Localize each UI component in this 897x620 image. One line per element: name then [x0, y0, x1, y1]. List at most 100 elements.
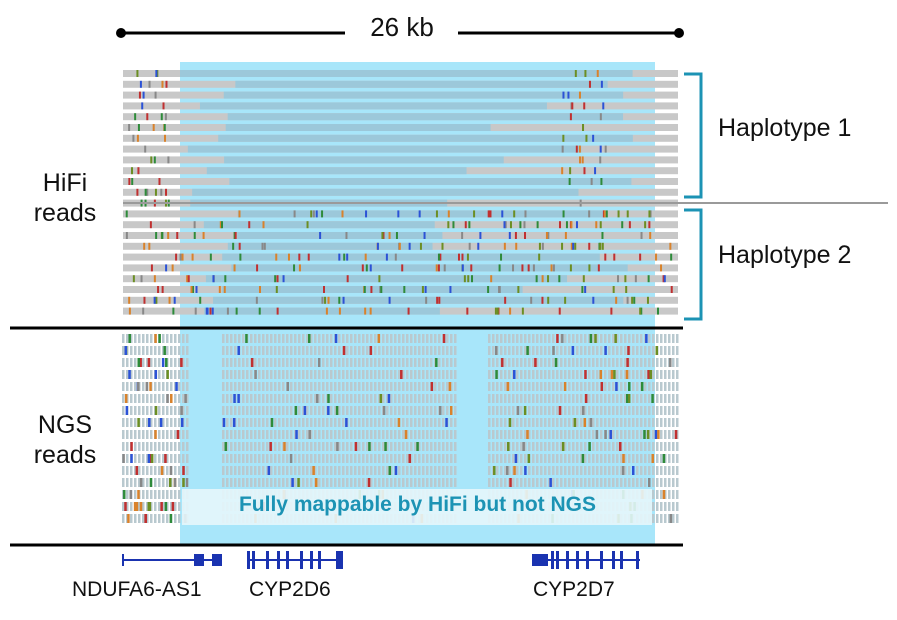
variant-tick — [430, 382, 434, 391]
ngs-read-base — [326, 334, 329, 343]
ngs-read-base — [560, 442, 563, 451]
ngs-read-base — [644, 454, 647, 463]
ngs-read-base — [438, 442, 441, 451]
ngs-read-base — [644, 406, 647, 415]
ngs-read-base — [548, 406, 551, 415]
variant-tick — [622, 454, 625, 463]
variant-tick — [597, 264, 600, 272]
ngs-read-base — [386, 430, 389, 439]
variant-tick — [169, 466, 173, 475]
ngs-read-base — [322, 442, 325, 451]
ngs-read-base — [254, 394, 257, 403]
ngs-read-base — [150, 346, 153, 355]
ngs-read-base — [636, 442, 639, 451]
ngs-read-base — [532, 466, 535, 475]
variant-tick — [408, 454, 412, 463]
variant-tick — [418, 210, 421, 218]
ngs-read-base — [608, 418, 611, 427]
variant-tick — [615, 296, 618, 304]
ngs-read-base — [250, 406, 253, 415]
ngs-read-base — [620, 430, 623, 439]
ngs-read-base — [394, 406, 397, 415]
ngs-read-base — [358, 478, 361, 487]
ngs-read-base — [286, 358, 289, 367]
gene-exon — [612, 551, 615, 569]
haplotype2-label: Haplotype 2 — [718, 241, 852, 269]
ngs-read-base — [154, 514, 157, 523]
variant-tick — [336, 442, 339, 451]
ngs-read-base — [410, 358, 413, 367]
variant-tick — [461, 253, 464, 261]
ngs-read-base — [644, 478, 647, 487]
ngs-read-base — [548, 478, 551, 487]
ngs-read-base — [290, 382, 293, 391]
ngs-read-base — [322, 418, 325, 427]
ngs-read-base — [524, 418, 527, 427]
ngs-read-base — [644, 442, 647, 451]
ngs-read-base — [442, 418, 445, 427]
variant-tick — [600, 382, 604, 391]
ngs-read-base — [222, 370, 225, 379]
variant-tick — [173, 296, 176, 304]
ngs-read-base — [426, 334, 429, 343]
ngs-read-base — [644, 418, 647, 427]
ngs-read-base — [438, 478, 441, 487]
ngs-read-base — [588, 430, 591, 439]
ngs-read-base — [410, 370, 413, 379]
ngs-read-base — [138, 466, 141, 475]
ngs-read-base — [676, 346, 679, 355]
ngs-read-base — [302, 370, 305, 379]
ngs-read-base — [500, 454, 503, 463]
ngs-read-base — [166, 406, 169, 415]
variant-tick — [526, 346, 529, 355]
ngs-read-base — [540, 442, 543, 451]
ngs-read-base — [382, 454, 385, 463]
ngs-read-base — [632, 358, 635, 367]
ngs-read-base — [126, 454, 129, 463]
variant-tick — [639, 253, 642, 261]
ngs-read-base — [266, 430, 269, 439]
ngs-read-base — [492, 370, 495, 379]
ngs-read-base — [150, 466, 153, 475]
ngs-read-base — [370, 466, 373, 475]
ngs-read-base — [342, 442, 345, 451]
variant-tick — [564, 296, 567, 304]
ngs-read-base — [492, 358, 495, 367]
ngs-read-base — [342, 358, 345, 367]
ngs-read-base — [664, 346, 667, 355]
variant-tick — [561, 167, 564, 175]
ngs-read-base — [580, 370, 583, 379]
ngs-read-base — [274, 466, 277, 475]
variant-tick — [238, 210, 241, 218]
variant-tick — [439, 253, 442, 261]
ngs-read-base — [600, 406, 603, 415]
ngs-read-base — [576, 394, 579, 403]
ngs-read-base — [580, 382, 583, 391]
variant-tick — [132, 275, 135, 283]
ngs-read-base — [536, 418, 539, 427]
variant-tick — [663, 275, 666, 283]
ngs-read-base — [548, 430, 551, 439]
ngs-read-base — [604, 442, 607, 451]
variant-tick — [599, 113, 602, 121]
ngs-read-base — [130, 502, 133, 511]
variant-tick — [527, 454, 531, 463]
ngs-read-base — [592, 334, 595, 343]
variant-tick — [554, 358, 558, 367]
ngs-read-base — [592, 442, 595, 451]
ngs-read-base — [274, 418, 277, 427]
ngs-read-base — [450, 370, 453, 379]
variant-tick — [312, 466, 315, 475]
variant-tick — [594, 334, 597, 343]
ngs-read-base — [668, 334, 671, 343]
variant-tick — [173, 478, 177, 487]
ngs-read-base — [378, 346, 381, 355]
variant-tick — [212, 275, 215, 283]
variant-tick — [627, 394, 631, 403]
variant-tick — [144, 514, 147, 523]
ngs-read-base — [334, 406, 337, 415]
variant-tick — [604, 253, 607, 261]
ngs-read-base — [442, 454, 445, 463]
ngs-read-base — [512, 394, 515, 403]
variant-tick — [561, 242, 564, 250]
